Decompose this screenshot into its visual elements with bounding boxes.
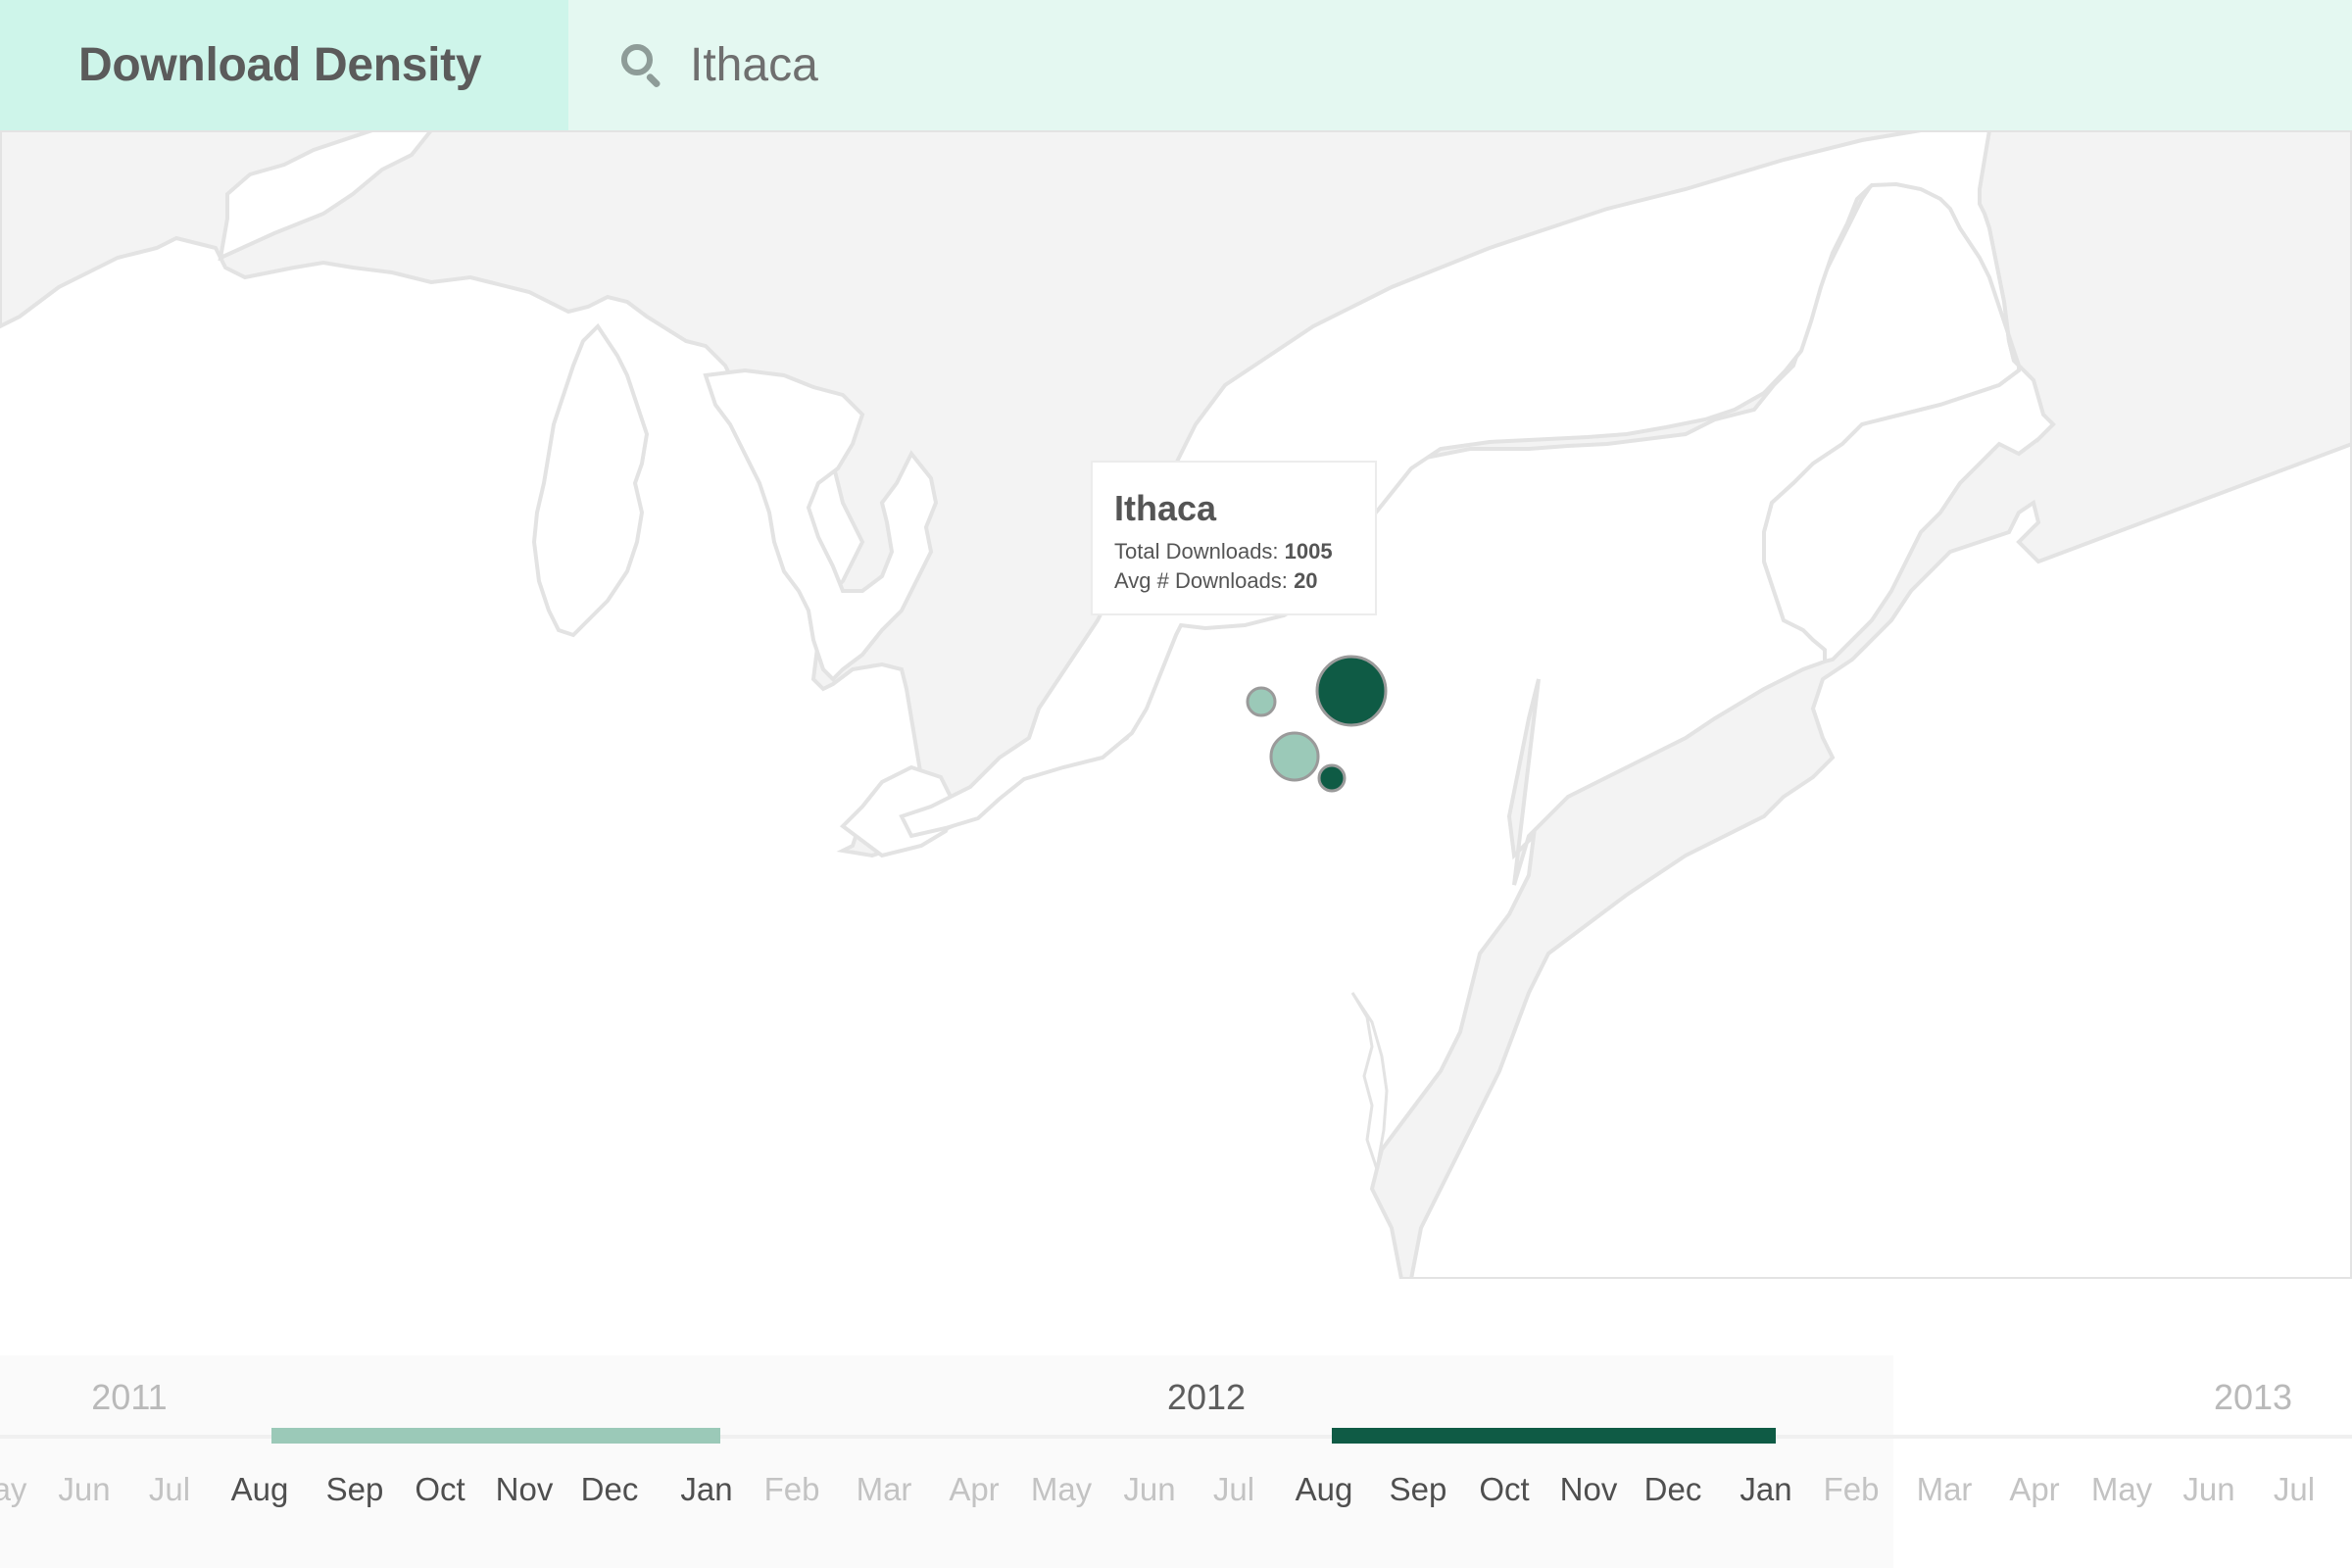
tooltip-avg-row: Avg # Downloads: 20 [1114,566,1353,596]
lake-michigan [531,322,650,638]
month-label[interactable]: Jul [2273,1471,2316,1507]
tooltip-total-value: 1005 [1284,539,1333,564]
month-label[interactable]: Nov [1559,1471,1618,1507]
year-label-2012[interactable]: 2012 [1166,1377,1247,1417]
lake-superior [218,130,434,262]
month-label[interactable]: Dec [1643,1471,1702,1507]
marker-light-medium[interactable] [1269,731,1320,782]
month-label[interactable]: Oct [415,1471,466,1507]
top-bar: Download Density [0,0,2352,130]
chesapeake-bay [1350,992,1389,1170]
atlantic-ocean [1408,441,2352,1279]
month-label[interactable]: Aug [1295,1471,1353,1507]
month-label[interactable]: Jun [1123,1471,1176,1507]
month-label[interactable]: Sep [1389,1471,1447,1507]
month-label[interactable]: Feb [763,1471,820,1507]
tooltip-total-row: Total Downloads: 1005 [1114,537,1353,566]
year-label-2013[interactable]: 2013 [2213,1377,2293,1417]
month-label[interactable]: Apr [2009,1471,2060,1507]
year-label-2011[interactable]: 2011 [91,1377,168,1417]
app-title: Download Density [78,39,482,91]
month-label[interactable]: ay [0,1471,27,1507]
month-label[interactable]: Nov [495,1471,554,1507]
month-label[interactable]: Mar [856,1471,912,1507]
month-label[interactable]: May [1030,1471,1093,1507]
month-label[interactable]: Feb [1823,1471,1880,1507]
range-dark[interactable] [1332,1428,1776,1444]
month-label[interactable]: Apr [949,1471,1000,1507]
month-label[interactable]: May [2090,1471,2153,1507]
search-bar[interactable] [568,0,2352,130]
tooltip-avg-value: 20 [1294,568,1318,593]
tooltip-avg-label: Avg # Downloads: [1114,568,1288,593]
month-label[interactable]: Jul [1212,1471,1255,1507]
marker-dark-small[interactable] [1317,763,1347,793]
tooltip-city: Ithaca [1114,488,1217,528]
brand: Download Density [0,0,568,130]
map[interactable] [0,130,2352,1279]
marker-large[interactable] [1315,655,1388,727]
search-icon[interactable] [619,42,666,89]
month-label[interactable]: Jul [148,1471,191,1507]
month-label[interactable]: Aug [230,1471,289,1507]
timeline-axis [0,1435,2352,1439]
month-label[interactable]: Mar [1916,1471,1973,1507]
month-label[interactable]: Jan [680,1471,733,1507]
month-label[interactable]: Jun [58,1471,111,1507]
month-label[interactable]: Dec [580,1471,639,1507]
marker-light-small[interactable] [1246,686,1277,717]
tooltip-total-label: Total Downloads: [1114,539,1279,564]
timeline-window[interactable] [0,1355,1893,1568]
search-input[interactable] [690,38,1572,92]
month-label[interactable]: Jan [1740,1471,1792,1507]
month-label[interactable]: Oct [1479,1471,1530,1507]
timeline[interactable]: 2011 2012 2013 ay Jun Jul Aug Sep Oct No… [0,1355,2352,1568]
lake-huron [703,368,939,682]
month-label[interactable]: Jun [2182,1471,2235,1507]
city-tooltip: Ithaca Total Downloads: 1005 Avg # Downl… [1091,461,1377,615]
month-label[interactable]: Sep [325,1471,384,1507]
range-light[interactable] [271,1428,720,1444]
